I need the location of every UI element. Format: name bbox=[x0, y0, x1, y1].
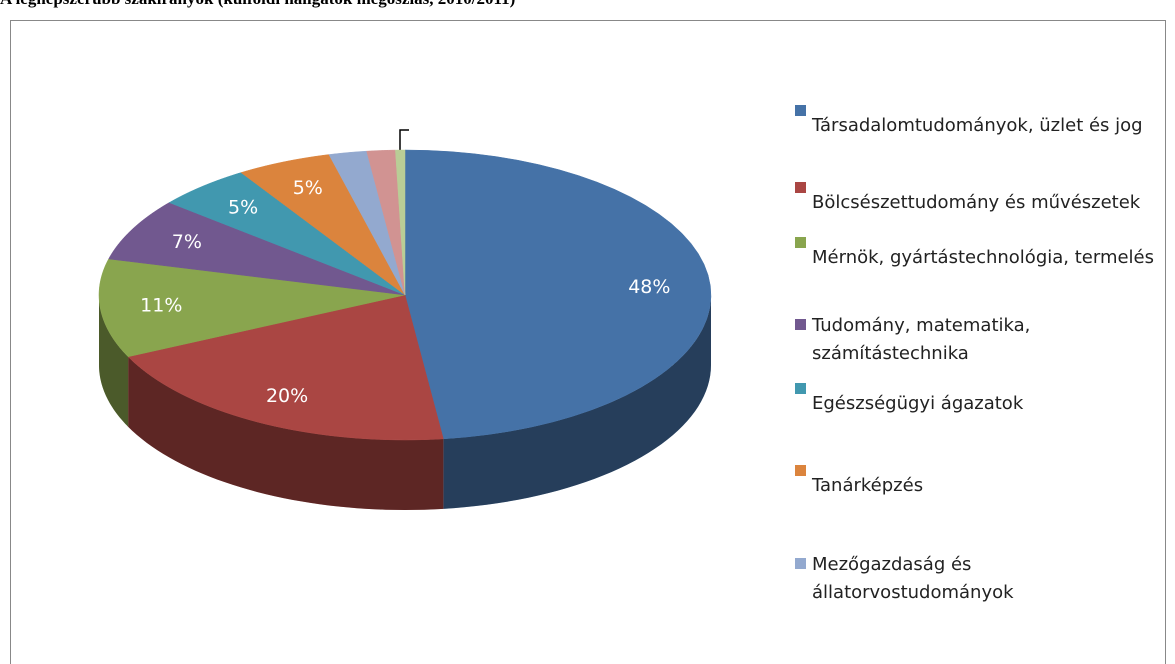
legend-label: Tudomány, matematika, számítástechnika bbox=[812, 315, 1031, 364]
slice bbox=[127, 294, 444, 441]
legend-label: Bölcsészettudomány és művészetek bbox=[812, 192, 1141, 213]
slice-side bbox=[99, 295, 129, 427]
legend-swatch bbox=[795, 105, 806, 116]
slice bbox=[240, 154, 406, 296]
slice bbox=[328, 150, 406, 296]
legend-swatch bbox=[795, 465, 806, 476]
legend-entry: Társadalomtudományok, üzlet és jog bbox=[795, 96, 1155, 156]
legend-label: Tanárképzés bbox=[812, 475, 924, 496]
legend-entry: Egészségügyi ágazatok bbox=[795, 374, 1155, 434]
legend-entry: Mezőgazdaság és állatorvostudományok bbox=[795, 549, 1155, 609]
slice bbox=[395, 149, 406, 296]
legend-entry: Tudomány, matematika, számítástechnika bbox=[795, 310, 1155, 370]
slice-label: 5% bbox=[293, 177, 323, 199]
legend-label: Egészségügyi ágazatok bbox=[812, 393, 1024, 414]
legend-entry: Mérnök, gyártástechnológia, termelés bbox=[795, 228, 1155, 288]
slice-label: 20% bbox=[266, 385, 308, 407]
legend-label: Mezőgazdaság és állatorvostudományok bbox=[812, 554, 1014, 603]
legend-label: Mérnök, gyártástechnológia, termelés bbox=[812, 247, 1154, 268]
slice-side-shade bbox=[99, 295, 129, 427]
slice bbox=[366, 149, 406, 296]
legend-label: Társadalomtudományok, üzlet és jog bbox=[812, 115, 1143, 136]
legend-swatch bbox=[795, 182, 806, 193]
slice-side-shade bbox=[443, 295, 711, 509]
legend-entry: Bölcsészettudomány és művészetek bbox=[795, 173, 1155, 233]
leader-line bbox=[399, 129, 409, 150]
slice bbox=[98, 258, 406, 358]
slice-label: 5% bbox=[228, 196, 258, 218]
slice-label: 11% bbox=[140, 294, 182, 316]
legend-swatch bbox=[795, 319, 806, 330]
slice-side-shade bbox=[128, 356, 444, 510]
slice-label: 7% bbox=[172, 231, 202, 253]
pie-sides bbox=[99, 295, 711, 510]
slice-side bbox=[128, 356, 444, 510]
legend-swatch bbox=[795, 558, 806, 569]
chart-title: A legnépszerűbb szakirányok (külföldi ha… bbox=[0, 0, 515, 9]
slice-label: 48% bbox=[628, 276, 670, 298]
legend-entry: Tanárképzés bbox=[795, 456, 1155, 516]
slice bbox=[404, 149, 712, 440]
slice-side bbox=[443, 295, 711, 509]
legend-swatch bbox=[795, 237, 806, 248]
slice bbox=[168, 172, 406, 296]
chart-frame bbox=[10, 20, 1166, 664]
slice bbox=[108, 202, 406, 296]
legend-swatch bbox=[795, 383, 806, 394]
